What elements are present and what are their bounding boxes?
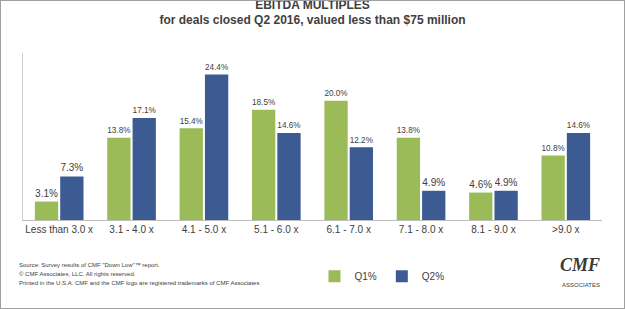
svg-text:4.9%: 4.9% — [495, 177, 518, 188]
svg-text:10.8%: 10.8% — [542, 144, 565, 153]
svg-text:15.4%: 15.4% — [180, 117, 203, 126]
svg-text:13.8%: 13.8% — [107, 126, 130, 135]
svg-text:18.5%: 18.5% — [252, 98, 275, 107]
svg-text:20.0%: 20.0% — [324, 89, 347, 98]
svg-text:3.1%: 3.1% — [35, 188, 58, 199]
svg-text:17.1%: 17.1% — [133, 106, 156, 115]
svg-text:7.3%: 7.3% — [60, 162, 83, 173]
svg-text:CMF: CMF — [560, 255, 600, 275]
svg-text:Source: Survey results of CMF: Source: Survey results of CMF "Down Low"… — [19, 262, 160, 268]
svg-text:5.1 - 6.0 x: 5.1 - 6.0 x — [254, 224, 298, 235]
svg-text:7.1 - 8.0 x: 7.1 - 8.0 x — [399, 224, 443, 235]
svg-text:12.2%: 12.2% — [350, 136, 373, 145]
svg-text:4.9%: 4.9% — [422, 177, 445, 188]
svg-text:14.6%: 14.6% — [567, 121, 590, 130]
svg-text:Printed in the U.S.A. CMF and: Printed in the U.S.A. CMF and the CMF lo… — [19, 280, 259, 286]
svg-text:3.1 - 4.0 x: 3.1 - 4.0 x — [109, 224, 153, 235]
svg-text:8.1 - 9.0 x: 8.1 - 9.0 x — [471, 224, 515, 235]
svg-text:4.1 - 5.0 x: 4.1 - 5.0 x — [182, 224, 226, 235]
svg-text:4.6%: 4.6% — [469, 179, 492, 190]
svg-text:>9.0 x: >9.0 x — [552, 224, 580, 235]
svg-text:Less than 3.0 x: Less than 3.0 x — [25, 224, 93, 235]
svg-text:Q2%: Q2% — [422, 271, 444, 282]
svg-text:ASSOCIATES: ASSOCIATES — [562, 282, 600, 288]
svg-text:13.8%: 13.8% — [397, 126, 420, 135]
svg-text:© CMF Associates, LLC. All rig: © CMF Associates, LLC. All rights reserv… — [19, 271, 136, 277]
svg-text:14.6%: 14.6% — [277, 121, 300, 130]
svg-text:Q1%: Q1% — [354, 271, 376, 282]
svg-text:EBITDA MULTIPLESfor deals clos: EBITDA MULTIPLESfor deals closed Q2 2016… — [159, 1, 465, 27]
svg-text:24.4%: 24.4% — [205, 63, 228, 72]
svg-text:6.1 - 7.0 x: 6.1 - 7.0 x — [326, 224, 370, 235]
